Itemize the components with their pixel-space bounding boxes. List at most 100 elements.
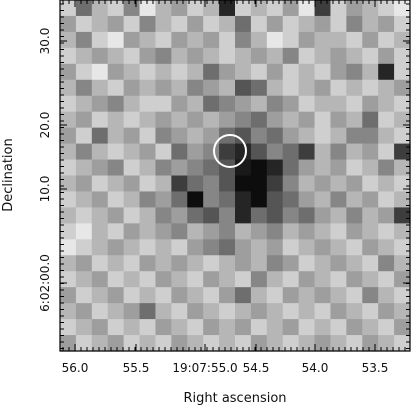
pixel-cell <box>139 79 157 97</box>
pixel-cell <box>314 47 332 65</box>
pixel-cell <box>330 127 347 145</box>
pixel-cell <box>298 95 316 113</box>
pixel-cell <box>60 255 77 272</box>
pixel-cell <box>394 319 411 336</box>
x-tick-label: 53.5 <box>362 361 389 375</box>
pixel-cell <box>298 63 316 81</box>
pixel-cell <box>314 175 332 193</box>
pixel-cell <box>139 111 157 129</box>
pixel-cell <box>171 175 188 193</box>
pixel-cell <box>378 255 395 272</box>
pixel-cell <box>107 191 125 208</box>
pixel-cell <box>139 319 157 336</box>
pixel-cell <box>60 239 77 256</box>
pixel-cell <box>362 335 379 352</box>
pixel-cell <box>250 159 268 177</box>
pixel-cell <box>60 319 77 336</box>
pixel-cell <box>298 79 316 97</box>
pixel-cell <box>266 47 284 65</box>
pixel-cell <box>346 0 363 17</box>
pixel-cell <box>378 335 395 352</box>
pixel-cell <box>314 319 332 336</box>
pixel-cell <box>171 143 188 161</box>
pixel-cell <box>60 31 77 49</box>
pixel-cell <box>394 143 411 161</box>
pixel-cell <box>378 0 395 17</box>
pixel-cell <box>250 239 268 256</box>
pixel-cell <box>155 335 172 352</box>
pixel-cell <box>346 47 363 65</box>
pixel-cell <box>107 335 125 352</box>
pixel-cell <box>394 15 411 33</box>
pixel-cell <box>187 95 204 113</box>
pixel-cell <box>123 111 141 129</box>
pixel-cell <box>60 143 77 161</box>
pixel-cell <box>362 63 379 81</box>
pixel-cell <box>314 223 332 240</box>
pixel-cell <box>219 95 236 113</box>
pixel-cell <box>282 63 300 81</box>
pixel-cell <box>107 255 125 272</box>
pixel-cell <box>171 319 188 336</box>
pixel-cell <box>250 111 268 129</box>
pixel-cell <box>219 79 236 97</box>
pixel-cell <box>266 111 284 129</box>
pixel-cell <box>60 0 77 17</box>
pixel-cell <box>282 239 300 256</box>
pixel-cell <box>362 303 379 320</box>
pixel-cell <box>219 111 236 129</box>
y-tick-label: 6:02:00.0 <box>38 254 52 312</box>
pixel-cell <box>155 239 172 256</box>
pixel-cell <box>139 63 157 81</box>
pixel-cell <box>346 111 363 129</box>
pixel-cell <box>330 143 347 161</box>
pixel-cell <box>219 287 236 304</box>
pixel-cell <box>266 287 284 304</box>
pixel-cell <box>250 255 268 272</box>
pixel-cell <box>266 15 284 33</box>
pixel-cell <box>107 111 125 129</box>
pixel-cell <box>250 127 268 145</box>
pixel-cell <box>60 47 77 65</box>
pixel-cell <box>394 175 411 193</box>
pixel-cell <box>330 175 347 193</box>
pixel-cell <box>314 335 332 352</box>
pixel-cell <box>187 271 204 288</box>
pixel-cell <box>298 207 316 224</box>
pixel-cell <box>394 127 411 145</box>
pixel-cell <box>235 79 252 97</box>
pixel-cell <box>91 15 109 33</box>
pixel-cell <box>75 95 93 113</box>
plot-frame <box>59 0 411 352</box>
pixel-cell <box>346 255 363 272</box>
pixel-cell <box>139 31 157 49</box>
pixel-cell <box>91 63 109 81</box>
pixel-cell <box>250 79 268 97</box>
pixel-cell <box>250 143 268 161</box>
pixel-cell <box>346 319 363 336</box>
pixel-cell <box>75 31 93 49</box>
pixel-cell <box>346 31 363 49</box>
pixel-cell <box>330 111 347 129</box>
pixel-cell <box>250 15 268 33</box>
pixel-cell <box>362 175 379 193</box>
pixel-cell <box>282 303 300 320</box>
pixel-cell <box>91 271 109 288</box>
pixel-cell <box>314 303 332 320</box>
pixel-cell <box>155 303 172 320</box>
pixel-cell <box>235 111 252 129</box>
pixel-cell <box>203 303 220 320</box>
pixel-cell <box>266 159 284 177</box>
pixel-cell <box>107 287 125 304</box>
pixel-cell <box>282 127 300 145</box>
pixel-cell <box>75 47 93 65</box>
pixel-cell <box>155 63 172 81</box>
pixel-cell <box>266 207 284 224</box>
pixel-cell <box>139 15 157 33</box>
pixel-cell <box>250 31 268 49</box>
pixel-cell <box>187 239 204 256</box>
pixel-cell <box>378 287 395 304</box>
pixel-cell <box>250 303 268 320</box>
pixel-cell <box>123 287 141 304</box>
pixel-cell <box>75 111 93 129</box>
